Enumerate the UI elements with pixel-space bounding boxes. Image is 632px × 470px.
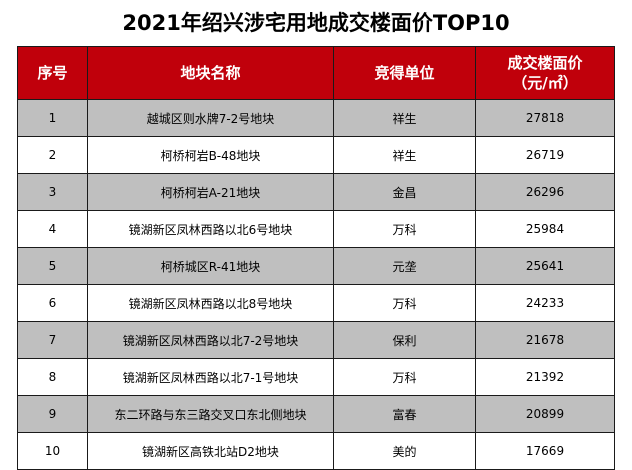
cell-price: 27818 [475,99,615,137]
table-row: 10 镜湖新区高铁北站D2地块 美的 17669 [17,432,615,470]
cell-plot-name: 镜湖新区凤林西路以北8号地块 [87,284,334,322]
cell-price: 25641 [475,247,615,285]
cell-winner: 富春 [333,395,476,433]
cell-no: 1 [17,99,88,137]
header-price-label: 成交楼面价 [507,54,583,72]
cell-plot-name: 柯桥柯岩A-21地块 [87,173,334,211]
cell-price: 26296 [475,173,615,211]
table-row: 8 镜湖新区凤林西路以北7-1号地块 万科 21392 [17,358,615,396]
cell-no: 2 [17,136,88,174]
header-price: 成交楼面价 （元/㎡） [475,46,615,100]
page-title: 2021年绍兴涉宅用地成交楼面价TOP10 [122,11,510,35]
cell-plot-name: 柯桥城区R-41地块 [87,247,334,285]
cell-no: 3 [17,173,88,211]
cell-plot-name: 镜湖新区凤林西路以北6号地块 [87,210,334,248]
table-row: 4 镜湖新区凤林西路以北6号地块 万科 25984 [17,210,615,248]
cell-plot-name: 东二环路与东三路交叉口东北侧地块 [87,395,334,433]
cell-winner: 金昌 [333,173,476,211]
table-row: 3 柯桥柯岩A-21地块 金昌 26296 [17,173,615,211]
cell-plot-name: 镜湖新区凤林西路以北7-2号地块 [87,321,334,359]
header-price-unit: （元/㎡） [512,74,578,92]
cell-no: 4 [17,210,88,248]
cell-no: 8 [17,358,88,396]
header-winner: 竞得单位 [333,46,476,100]
cell-price: 21392 [475,358,615,396]
cell-winner: 元垄 [333,247,476,285]
cell-plot-name: 越城区则水牌7-2号地块 [87,99,334,137]
cell-winner: 祥生 [333,99,476,137]
table-row: 7 镜湖新区凤林西路以北7-2号地块 保利 21678 [17,321,615,359]
header-no: 序号 [17,46,88,100]
cell-no: 6 [17,284,88,322]
cell-no: 5 [17,247,88,285]
land-price-table: 序号 地块名称 竞得单位 成交楼面价 （元/㎡） 1 越城区则水牌7-2号地块 … [17,46,615,470]
cell-no: 10 [17,432,88,470]
table-row: 5 柯桥城区R-41地块 元垄 25641 [17,247,615,285]
cell-plot-name: 镜湖新区凤林西路以北7-1号地块 [87,358,334,396]
cell-price: 24233 [475,284,615,322]
cell-price: 17669 [475,432,615,470]
cell-plot-name: 镜湖新区高铁北站D2地块 [87,432,334,470]
cell-price: 20899 [475,395,615,433]
cell-winner: 万科 [333,284,476,322]
cell-winner: 保利 [333,321,476,359]
table-header-row: 序号 地块名称 竞得单位 成交楼面价 （元/㎡） [17,46,615,100]
cell-plot-name: 柯桥柯岩B-48地块 [87,136,334,174]
cell-winner: 万科 [333,210,476,248]
table-row: 1 越城区则水牌7-2号地块 祥生 27818 [17,99,615,137]
cell-winner: 祥生 [333,136,476,174]
table-row: 6 镜湖新区凤林西路以北8号地块 万科 24233 [17,284,615,322]
cell-no: 7 [17,321,88,359]
table-row: 9 东二环路与东三路交叉口东北侧地块 富春 20899 [17,395,615,433]
cell-winner: 美的 [333,432,476,470]
header-plot-name: 地块名称 [87,46,334,100]
table-row: 2 柯桥柯岩B-48地块 祥生 26719 [17,136,615,174]
cell-price: 21678 [475,321,615,359]
cell-price: 26719 [475,136,615,174]
cell-no: 9 [17,395,88,433]
cell-price: 25984 [475,210,615,248]
cell-winner: 万科 [333,358,476,396]
